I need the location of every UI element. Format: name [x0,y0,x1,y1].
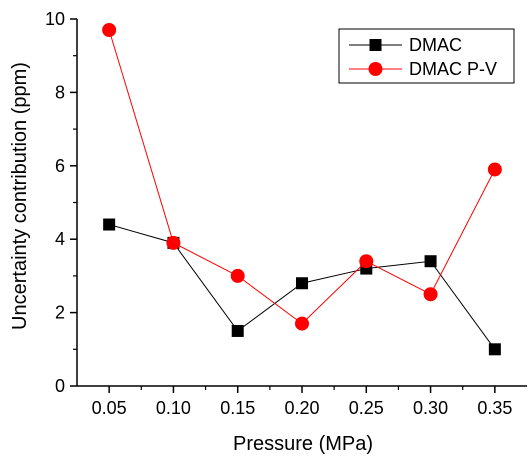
series-2 [102,23,502,331]
data-point-square [424,255,437,268]
y-axis-title: Uncertainty contribution (ppm) [9,62,31,330]
x-axis-title: Pressure (MPa) [233,433,373,455]
x-tick-label: 0.10 [156,398,191,418]
x-tick-label: 0.30 [413,398,448,418]
y-tick-label: 8 [55,82,65,102]
data-point-square [103,218,116,231]
data-point-circle [230,268,245,283]
data-point-circle [487,162,502,177]
x-tick-label: 0.35 [477,398,512,418]
y-tick-label: 6 [55,156,65,176]
data-point-square [231,324,244,337]
y-tick-label: 10 [45,9,65,29]
y-tick-label: 4 [55,229,65,249]
y-tick-label: 0 [55,376,65,396]
data-point-square [488,343,501,356]
y-tick-label: 2 [55,303,65,323]
data-point-circle [423,287,438,302]
legend-square-marker [369,39,382,51]
data-point-circle [295,316,309,331]
axes: 0 2 4 6 8 10 0.05 0.10 0.15 0.20 0.25 0.30 0.35 [45,9,527,418]
x-tick-label: 0.20 [284,398,319,418]
x-tick-label: 0.25 [349,398,384,418]
data-point-circle [359,254,374,269]
data-point-square [296,277,308,290]
x-tick-label: 0.15 [220,398,255,418]
legend-label: DMAC [409,35,462,55]
series-layer [102,23,502,356]
legend-circle-marker [368,62,383,76]
data-point-circle [102,23,117,38]
legend: DMAC DMAC P-V [338,28,515,84]
data-point-circle [166,235,181,250]
legend-box [338,28,515,84]
series-1 [103,218,501,356]
legend-label: DMAC P-V [409,59,497,79]
x-tick-label: 0.05 [92,398,127,418]
